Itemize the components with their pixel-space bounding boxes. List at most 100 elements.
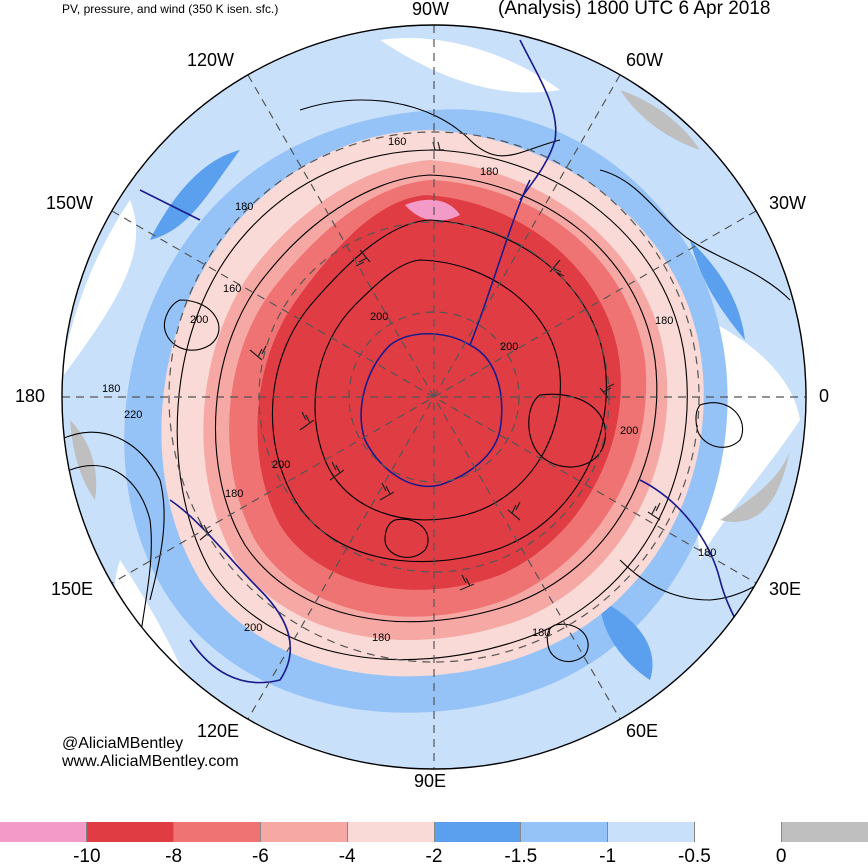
lon-label-90e: 90E [414,771,447,791]
pressure-contour [599,169,791,301]
lon-label-90w: 90W [412,0,450,19]
credit-handle: @AliciaMBentley [62,735,184,752]
pressure-contour [546,623,589,663]
map-boundary [61,24,807,770]
colorbar-label: -8 [165,846,183,867]
lon-label-0: 0 [819,386,830,406]
colorbar-swatch [782,822,868,842]
pressure-contour [271,219,607,563]
colorbar-swatch [347,822,435,842]
wind-barb [299,411,315,431]
contour-label: 200 [244,622,262,634]
analysis-time-title: (Analysis) 1800 UTC 6 Apr 2018 [498,0,771,19]
colorbar-label: -6 [251,846,269,867]
lon-label-150e: 150E [51,579,94,599]
colorbar-label: -1 [599,846,617,867]
contour-label: 200 [620,425,638,437]
contour-label: 180 [655,315,673,327]
lon-label-120w: 120W [187,50,235,70]
pressure-contour [163,299,220,351]
lon-label-180: 180 [15,386,46,406]
contour-label: 220 [124,409,142,421]
map-subtitle: PV, pressure, and wind (350 K isen. sfc.… [62,2,279,16]
colorbar-label: -4 [338,846,356,867]
wind-barb [249,345,267,361]
lon-label-60w: 60W [626,50,664,70]
pv-band-negative-1p5 [600,600,653,680]
meridian-30w-150e [111,210,757,584]
pv-band-negative-10 [405,199,460,221]
contour-label: 180 [225,488,243,500]
pv-band-negative-1p5 [690,240,745,340]
pv-band-negative-1p5 [150,150,240,240]
pressure-contour [176,149,688,661]
wind-barb [647,502,661,521]
colorbar-swatch [260,822,348,842]
colorbar-swatch [608,822,696,842]
contour-label: 180 [235,201,253,213]
antarctica-coast [360,332,503,488]
contour-label: 180 [102,383,120,395]
lon-label-60e: 60E [626,721,659,741]
contour-label: 200 [190,314,208,326]
pressure-contours [62,99,791,663]
contour-label: 200 [272,459,290,471]
colorbar-label: -2 [425,846,443,867]
pv-positive-region [70,420,97,500]
antarctic-peninsula-coast [469,179,531,346]
south-america-coast [519,39,557,201]
wind-barb [599,383,615,401]
contour-label: 160 [223,283,241,295]
colorbar-swatch [521,822,609,842]
graticule [62,25,806,769]
pressure-contour [62,431,165,601]
pv-positive-region [620,90,700,150]
contour-label: 180 [480,166,498,178]
lon-label-30e: 30E [769,579,802,599]
pressure-contour [528,393,607,468]
wind-barb [549,259,565,277]
colorbar [0,822,868,842]
credit-website: www.AliciaMBentley.com [62,753,239,770]
contour-labels: 160 180 160 200 200 200 180 200 180 200 … [102,136,716,644]
pv-zero-region [380,38,560,93]
colorbar-label: 0 [775,846,787,867]
polar-map: 160 180 160 200 200 200 180 200 180 200 … [61,24,807,770]
lon-label-120e: 120E [197,721,240,741]
colorbar-swatch [86,822,174,842]
pv-zero-region [62,200,137,380]
pressure-contour [299,99,561,157]
credits: @AliciaMBentley www.AliciaMBentley.com [62,735,239,771]
latitude-circle [168,131,700,663]
pv-band-negative-8 [257,195,621,590]
lon-label-30w: 30W [769,193,807,213]
wind-barb [355,249,371,267]
pressure-contour [695,402,744,448]
wind-barb [507,501,521,521]
contour-label: 180 [698,547,716,559]
pressure-contour [314,259,561,521]
pv-positive-region [720,450,790,522]
colorbar-label: -0.5 [678,846,711,867]
pressure-contour [69,465,152,641]
contour-label: 160 [388,136,406,148]
contour-label: 180 [372,632,390,644]
wind-barb [379,482,395,501]
contour-label: 180 [532,627,550,639]
pressure-contour [384,518,429,558]
contour-label: 200 [370,311,388,323]
latitude-circle [348,311,520,483]
new-zealand-coast [139,189,201,221]
lon-label-150w: 150W [46,193,94,213]
colorbar-swatch [434,822,522,842]
pressure-contour [214,174,658,623]
colorbar-swatch [173,822,261,842]
australia-coast [169,499,292,684]
colorbar-label: -1.5 [504,846,538,867]
colorbar-label: -10 [73,846,101,867]
wind-barb [430,141,444,151]
colorbar-swatch [695,822,783,842]
colorbar-swatch [0,822,87,842]
wind-barb [459,574,475,591]
wind-barb [329,461,345,481]
